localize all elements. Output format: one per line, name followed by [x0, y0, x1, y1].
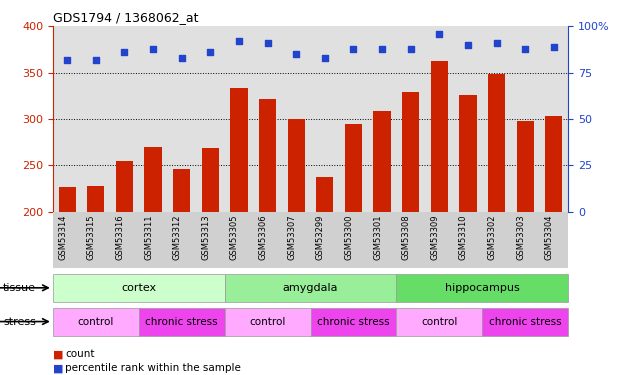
Text: GSM53302: GSM53302: [487, 214, 497, 260]
Bar: [460, 95, 476, 212]
Text: GSM53309: GSM53309: [430, 214, 440, 260]
Text: ■: ■: [53, 350, 63, 359]
Bar: [396, 274, 568, 302]
Text: GSM53313: GSM53313: [201, 214, 211, 260]
Text: percentile rank within the sample: percentile rank within the sample: [65, 363, 241, 373]
Text: GSM53308: GSM53308: [402, 214, 410, 260]
Text: count: count: [65, 350, 95, 359]
Bar: [517, 121, 534, 212]
Point: [435, 31, 445, 37]
Text: GSM53310: GSM53310: [459, 214, 468, 260]
Text: ■: ■: [53, 363, 63, 373]
Text: hippocampus: hippocampus: [445, 283, 520, 293]
Text: GSM53305: GSM53305: [230, 214, 239, 260]
Bar: [396, 308, 483, 336]
Bar: [316, 177, 333, 212]
Point: [91, 57, 101, 63]
Text: GSM53300: GSM53300: [345, 214, 353, 260]
Text: GSM53299: GSM53299: [316, 214, 325, 260]
Text: GSM53301: GSM53301: [373, 214, 382, 260]
Bar: [58, 187, 76, 212]
Bar: [116, 161, 133, 212]
Text: GSM53315: GSM53315: [87, 214, 96, 260]
Text: tissue: tissue: [3, 283, 36, 293]
Point: [520, 45, 530, 51]
Text: GSM53314: GSM53314: [58, 214, 67, 260]
Bar: [259, 99, 276, 212]
Bar: [288, 119, 305, 212]
Bar: [488, 74, 505, 212]
Text: GSM53307: GSM53307: [287, 214, 296, 260]
Bar: [545, 116, 563, 212]
Bar: [402, 92, 419, 212]
Text: control: control: [250, 316, 286, 327]
Point: [177, 55, 187, 61]
Text: GSM53316: GSM53316: [116, 214, 124, 260]
Bar: [202, 148, 219, 212]
Point: [406, 45, 415, 51]
Text: GSM53304: GSM53304: [545, 214, 554, 260]
Point: [148, 45, 158, 51]
Point: [234, 38, 244, 44]
Point: [263, 40, 273, 46]
Bar: [310, 308, 396, 336]
Text: chronic stress: chronic stress: [317, 316, 390, 327]
Text: cortex: cortex: [121, 283, 156, 293]
Point: [291, 51, 301, 57]
Bar: [87, 186, 104, 212]
Text: GDS1794 / 1368062_at: GDS1794 / 1368062_at: [53, 11, 198, 24]
Bar: [373, 111, 391, 212]
Bar: [230, 88, 248, 212]
Point: [62, 57, 72, 63]
Text: GSM53311: GSM53311: [144, 214, 153, 260]
Point: [206, 49, 215, 55]
Bar: [225, 274, 396, 302]
Point: [320, 55, 330, 61]
Bar: [138, 308, 225, 336]
Text: GSM53306: GSM53306: [258, 214, 268, 260]
Bar: [431, 61, 448, 212]
Text: chronic stress: chronic stress: [489, 316, 561, 327]
Bar: [53, 274, 225, 302]
Point: [119, 49, 129, 55]
Bar: [225, 308, 310, 336]
Bar: [145, 147, 161, 212]
Text: chronic stress: chronic stress: [145, 316, 218, 327]
Text: GSM53303: GSM53303: [516, 214, 525, 260]
Text: GSM53312: GSM53312: [173, 214, 182, 260]
Text: control: control: [78, 316, 114, 327]
Point: [348, 45, 358, 51]
Point: [492, 40, 502, 46]
Point: [377, 45, 387, 51]
Bar: [53, 308, 138, 336]
Point: [549, 44, 559, 50]
Point: [463, 42, 473, 48]
Bar: [483, 308, 568, 336]
Text: amygdala: amygdala: [283, 283, 338, 293]
Text: stress: stress: [3, 316, 36, 327]
Bar: [345, 124, 362, 212]
Text: control: control: [421, 316, 458, 327]
Bar: [173, 169, 190, 212]
